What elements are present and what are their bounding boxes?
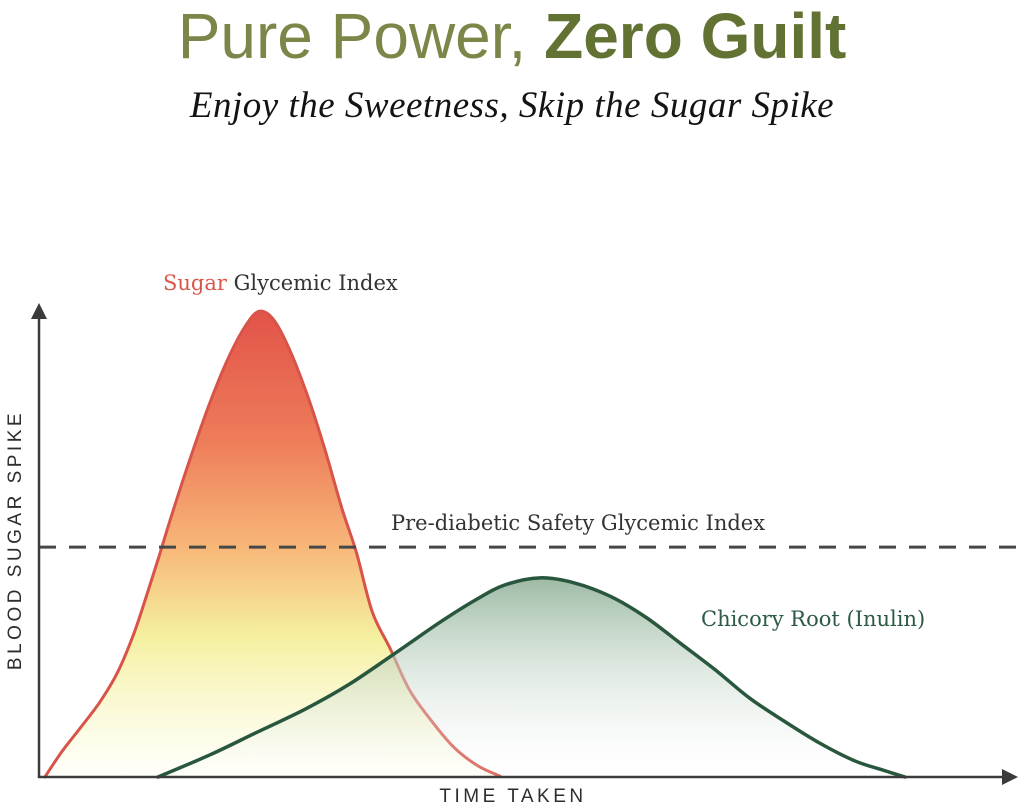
threshold-label: Pre-diabetic Safety Glycemic Index (391, 511, 766, 535)
page-subtitle: Enjoy the Sweetness, Skip the Sugar Spik… (189, 85, 835, 126)
series-label-chicory: Chicory Root (Inulin) (701, 607, 926, 631)
curve-line-chicory (156, 576, 907, 779)
chart-axes (31, 303, 1018, 785)
curve-fill-chicory (157, 577, 906, 777)
series-label-sugar-rest: Glycemic Index (226, 271, 398, 295)
x-axis-arrow-icon (1002, 769, 1018, 785)
x-axis-title: TIME TAKEN (439, 786, 587, 807)
y-axis-arrow-icon (31, 303, 47, 319)
y-axis-title: BLOOD SUGAR SPIKE (5, 409, 26, 671)
series-label-sugar-accent: Sugar (163, 271, 227, 295)
page-title: Pure Power, Zero Guilt (0, 4, 1024, 68)
series-label-sugar: Sugar Glycemic Index (163, 271, 398, 295)
chart-series-curves (43, 309, 907, 779)
page-title-bold: Zero Guilt (544, 0, 847, 72)
header: Pure Power, Zero Guilt Enjoy the Sweetne… (0, 0, 1024, 127)
page-title-regular: Pure Power, (177, 0, 545, 72)
